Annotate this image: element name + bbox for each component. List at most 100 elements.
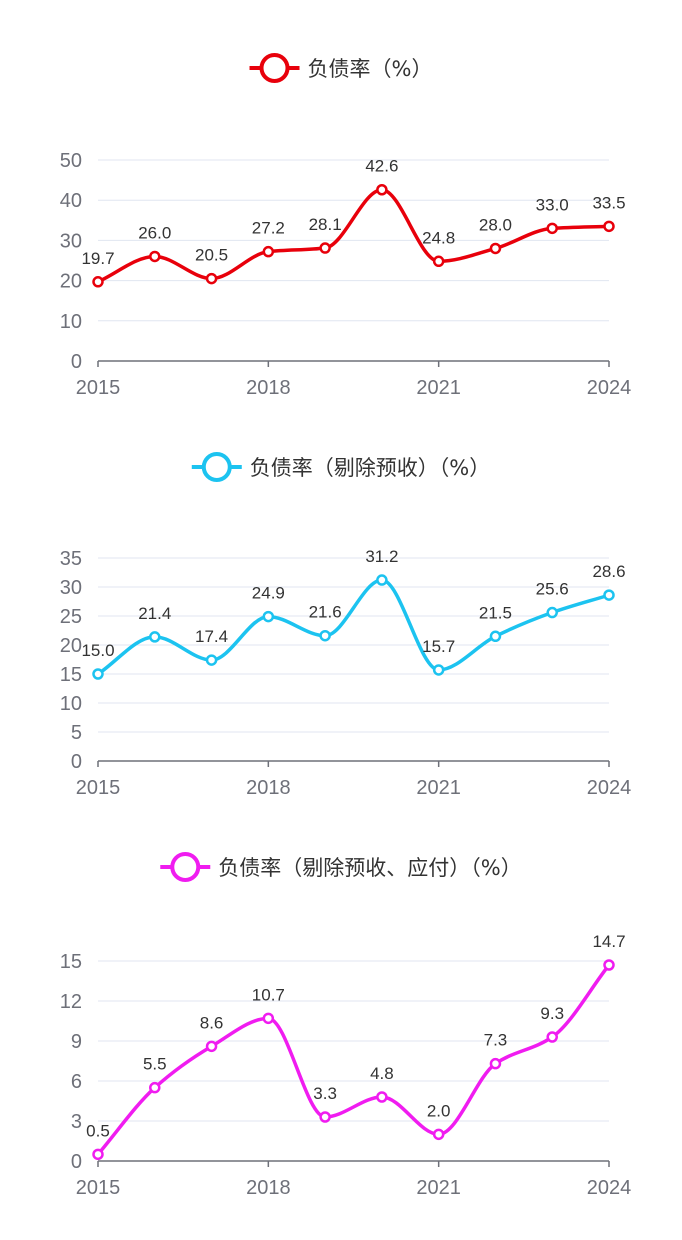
data-point[interactable] [432, 664, 445, 676]
x-tick-label: 2015 [76, 777, 121, 799]
data-point[interactable] [432, 1128, 445, 1141]
data-point[interactable] [489, 1057, 502, 1070]
data-point[interactable] [319, 629, 331, 642]
data-label: 28.6 [592, 562, 625, 581]
data-label: 9.3 [540, 1004, 564, 1023]
data-point[interactable] [376, 1091, 388, 1103]
series-line [96, 963, 611, 1157]
data-label: 15.7 [422, 637, 455, 656]
data-point[interactable] [603, 220, 615, 233]
data-point[interactable] [92, 668, 104, 680]
series-line [96, 188, 611, 284]
data-label: 7.3 [484, 1031, 508, 1050]
y-tick-label: 20 [60, 271, 82, 293]
data-label: 27.2 [252, 219, 285, 238]
y-tick-label: 9 [71, 1031, 82, 1053]
y-tick-label: 35 [60, 548, 82, 570]
data-label: 21.4 [138, 604, 171, 623]
data-point[interactable] [546, 222, 558, 235]
legend-label: 负债率（剔除预收）（%） [250, 456, 490, 480]
data-point[interactable] [262, 1012, 275, 1025]
line-chart-3: 负债率（剔除预收、应付）（%） 0 3 6 9 12 15 2015 2018 2021 2024 0… [60, 852, 632, 1199]
y-tick-label: 10 [60, 311, 82, 333]
data-point[interactable] [149, 250, 161, 263]
y-tick-label: 0 [71, 751, 82, 773]
y-tick-label: 3 [71, 1111, 82, 1133]
y-tick-label: 5 [71, 722, 82, 744]
data-label: 4.8 [370, 1064, 394, 1083]
data-point[interactable] [205, 1040, 218, 1053]
x-tick-label: 2018 [246, 377, 291, 399]
data-point[interactable] [603, 959, 615, 971]
data-label: 28.0 [479, 215, 512, 234]
y-tick-label: 12 [60, 991, 82, 1013]
data-label: 33.5 [592, 193, 625, 212]
x-tick-label: 2015 [76, 377, 121, 399]
legend-circle-icon [170, 852, 201, 882]
data-point[interactable] [319, 242, 331, 254]
x-tick-label: 2024 [587, 377, 632, 399]
y-tick-label: 40 [60, 190, 82, 212]
data-label: 10.7 [252, 985, 285, 1004]
data-point[interactable] [546, 1031, 558, 1043]
y-tick-label: 6 [71, 1071, 82, 1093]
data-label: 20.5 [195, 246, 228, 265]
legend-circle-icon [259, 53, 290, 83]
data-label: 2.0 [427, 1101, 451, 1120]
data-label: 31.2 [365, 547, 398, 566]
x-tick-label: 2024 [587, 1177, 632, 1199]
data-point[interactable] [489, 242, 502, 255]
x-tick-label: 2018 [246, 777, 291, 799]
y-tick-label: 30 [60, 577, 82, 599]
y-tick-label: 15 [60, 951, 82, 973]
x-tick-label: 2018 [246, 1177, 291, 1199]
data-label: 17.4 [195, 627, 228, 646]
y-tick-label: 25 [60, 606, 82, 628]
legend[interactable]: 负债率（剔除预收、应付）（%） [160, 852, 522, 882]
data-label: 26.0 [138, 223, 171, 242]
y-tick-label: 50 [60, 150, 82, 172]
data-point[interactable] [489, 630, 502, 643]
data-label: 25.6 [536, 580, 569, 599]
y-tick-label: 15 [60, 664, 82, 686]
legend[interactable]: 负债率（剔除预收）（%） [191, 452, 490, 482]
data-point[interactable] [205, 272, 218, 285]
data-label: 0.5 [86, 1121, 110, 1140]
data-point[interactable] [376, 574, 388, 586]
legend-circle-icon [201, 452, 232, 482]
x-tick-label: 2021 [416, 1177, 461, 1199]
data-label: 33.0 [536, 195, 569, 214]
data-point[interactable] [603, 589, 615, 601]
data-point[interactable] [319, 1111, 331, 1123]
x-tick-label: 2024 [587, 777, 632, 799]
data-label: 21.6 [309, 603, 342, 622]
data-point[interactable] [262, 610, 275, 623]
data-label: 15.0 [81, 641, 114, 660]
data-point[interactable] [376, 183, 388, 196]
data-point[interactable] [262, 245, 275, 258]
line-chart-1: 负债率（%） 0 10 20 30 40 50 2015 2018 2021 2024 19.7 26.… [60, 53, 632, 399]
data-point[interactable] [92, 276, 104, 288]
data-point[interactable] [149, 1081, 161, 1094]
data-point[interactable] [205, 654, 218, 666]
x-tick-label: 2021 [416, 377, 461, 399]
series-line [96, 578, 611, 676]
data-point[interactable] [149, 631, 161, 643]
line-chart-2: 负债率（剔除预收）（%） 0 5 10 15 20 25 30 35 2015 2018 2021 20… [60, 452, 632, 799]
x-tick-label: 2021 [416, 777, 461, 799]
data-label: 3.3 [313, 1084, 337, 1103]
data-point[interactable] [432, 255, 445, 268]
data-point[interactable] [92, 1148, 104, 1161]
y-tick-label: 20 [60, 635, 82, 657]
y-tick-label: 30 [60, 230, 82, 252]
data-label: 14.7 [592, 932, 625, 951]
data-label: 42.6 [365, 157, 398, 176]
data-label: 24.8 [422, 228, 455, 247]
y-tick-label: 0 [71, 351, 82, 373]
data-label: 21.5 [479, 603, 512, 622]
data-label: 24.9 [252, 584, 285, 603]
legend[interactable]: 负债率（%） [249, 53, 433, 83]
data-label: 19.7 [81, 249, 114, 268]
data-point[interactable] [546, 606, 558, 619]
